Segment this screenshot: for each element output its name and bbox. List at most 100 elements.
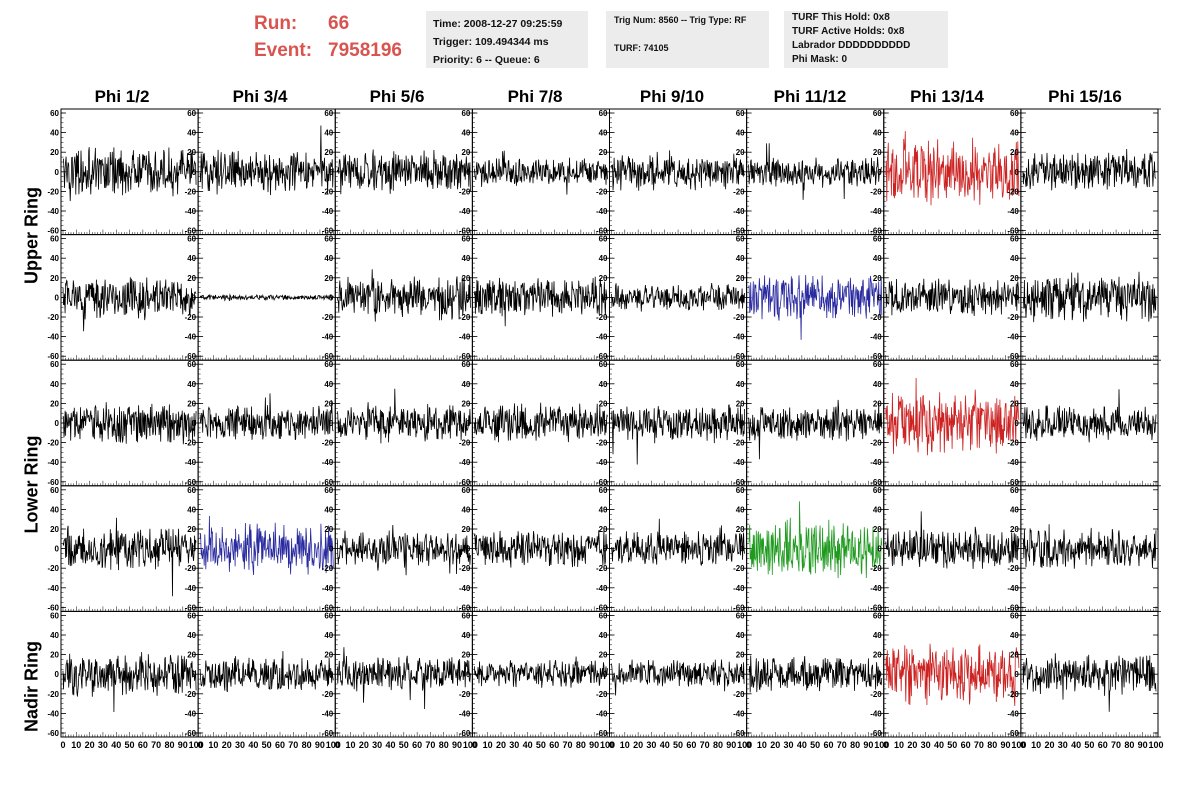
y-tick-label: -40 [596, 333, 608, 342]
y-tick-label: 0 [603, 670, 608, 679]
time-text: Time: 2008-12-27 09:25:59 [433, 18, 563, 30]
y-tick-label: 40 [599, 631, 608, 640]
y-tick-label: -20 [459, 690, 471, 699]
panel-frame [471, 485, 610, 612]
y-tick-label: -40 [459, 584, 471, 593]
event-label: Event: [254, 40, 313, 61]
y-tick-label: -60 [596, 729, 608, 738]
x-tick-label: 90 [1138, 740, 1148, 750]
y-tick-label: -20 [185, 313, 197, 322]
y-tick-label: 20 [873, 399, 882, 408]
y-tick-label: 40 [324, 505, 333, 514]
x-tick-label: 50 [262, 740, 272, 750]
y-tick-label: 20 [461, 651, 470, 660]
waveform-trace-r4-c2 [336, 647, 471, 710]
waveform-trace-r1-c6 [885, 278, 1020, 317]
y-tick-label: -60 [1007, 352, 1019, 361]
waveform-trace-r4-c4 [611, 659, 745, 696]
y-tick-label: 20 [324, 274, 333, 283]
y-tick-label: 20 [461, 399, 470, 408]
y-tick-label: -20 [322, 439, 334, 448]
y-tick-label: 40 [324, 380, 333, 389]
y-tick-label: -40 [870, 584, 882, 593]
y-tick-label: -20 [596, 439, 608, 448]
x-tick-label: 70 [563, 740, 573, 750]
y-tick-label: -40 [459, 709, 471, 718]
x-tick-label: 40 [248, 740, 258, 750]
waveform-trace-r2-c3 [474, 402, 608, 443]
x-tick-label: 10 [208, 740, 218, 750]
y-tick-label: 60 [873, 360, 882, 369]
x-tick-label: 20 [770, 740, 780, 750]
y-tick-label: -40 [733, 333, 745, 342]
y-tick-label: 20 [324, 651, 333, 660]
x-tick-label: 80 [987, 740, 997, 750]
y-tick-label: 20 [187, 651, 196, 660]
y-tick-label: 0 [1014, 545, 1019, 554]
y-tick-label: 0 [603, 293, 608, 302]
y-tick-label: 0 [55, 293, 60, 302]
y-tick-label: 40 [736, 631, 745, 640]
y-tick-label: 40 [187, 254, 196, 263]
y-tick-label: 40 [1010, 380, 1019, 389]
x-tick-label: 100 [326, 740, 341, 750]
y-tick-label: 60 [599, 611, 608, 620]
y-tick-label: -20 [870, 564, 882, 573]
y-tick-label: 0 [740, 419, 745, 428]
y-tick-label: 60 [187, 109, 196, 118]
waveform-trace-r1-c0 [62, 277, 197, 332]
y-tick-label: 0 [329, 293, 334, 302]
y-tick-label: -20 [322, 187, 334, 196]
y-tick-label: 20 [324, 525, 333, 534]
y-tick-label: 60 [324, 486, 333, 495]
y-tick-label: -20 [459, 313, 471, 322]
y-tick-label: -40 [47, 333, 59, 342]
turf-text: TURF: 74105 [614, 43, 669, 53]
turf-this-hold-text: TURF This Hold: 0x8 [792, 12, 890, 23]
y-tick-label: 0 [192, 670, 197, 679]
y-tick-label: 40 [324, 129, 333, 138]
y-tick-label: -60 [185, 603, 197, 612]
x-tick-label: 60 [275, 740, 285, 750]
y-tick-label: 20 [187, 525, 196, 534]
y-tick-label: -60 [733, 227, 745, 236]
y-tick-label: -60 [870, 478, 882, 487]
x-tick-label: 90 [1001, 740, 1011, 750]
y-tick-label: 60 [50, 360, 59, 369]
x-tick-label: 0 [609, 740, 614, 750]
priority-text: Priority: 6 -- Queue: 6 [433, 54, 540, 66]
y-tick-label: 20 [187, 148, 196, 157]
y-tick-label: -60 [322, 478, 334, 487]
y-tick-label: -40 [459, 458, 471, 467]
y-tick-label: -40 [733, 458, 745, 467]
y-tick-label: 60 [873, 486, 882, 495]
y-tick-label: -60 [185, 352, 197, 361]
waveform-trace-r4-c0 [62, 652, 197, 713]
y-tick-label: 60 [736, 109, 745, 118]
turf-info-box: TURF This Hold: 0x8 TURF Active Holds: 0… [784, 11, 948, 68]
x-tick-label: 50 [673, 740, 683, 750]
waveform-trace-r4-c5 [748, 655, 883, 693]
y-tick-label: 20 [873, 274, 882, 283]
y-tick-label: 20 [50, 651, 59, 660]
x-tick-label: 90 [315, 740, 325, 750]
waveform-trace-r3-c6 [885, 511, 1020, 569]
x-tick-label: 30 [646, 740, 656, 750]
y-tick-label: 20 [736, 399, 745, 408]
waveform-trace-r0-c4 [611, 150, 745, 191]
y-tick-label: 0 [603, 419, 608, 428]
column-title-phi-13-14: Phi 13/14 [910, 87, 984, 106]
y-tick-label: -20 [1007, 439, 1019, 448]
y-tick-label: 40 [599, 380, 608, 389]
x-tick-label: 0 [198, 740, 203, 750]
x-tick-label: 20 [1044, 740, 1054, 750]
x-tick-label: 50 [947, 740, 957, 750]
x-tick-label: 40 [523, 740, 533, 750]
y-tick-label: 60 [50, 611, 59, 620]
y-tick-label: -40 [459, 207, 471, 216]
y-tick-label: 40 [187, 631, 196, 640]
y-tick-label: 60 [599, 235, 608, 244]
x-tick-label: 30 [235, 740, 245, 750]
waveform-trace-r1-c1 [199, 293, 334, 302]
x-tick-label: 10 [894, 740, 904, 750]
